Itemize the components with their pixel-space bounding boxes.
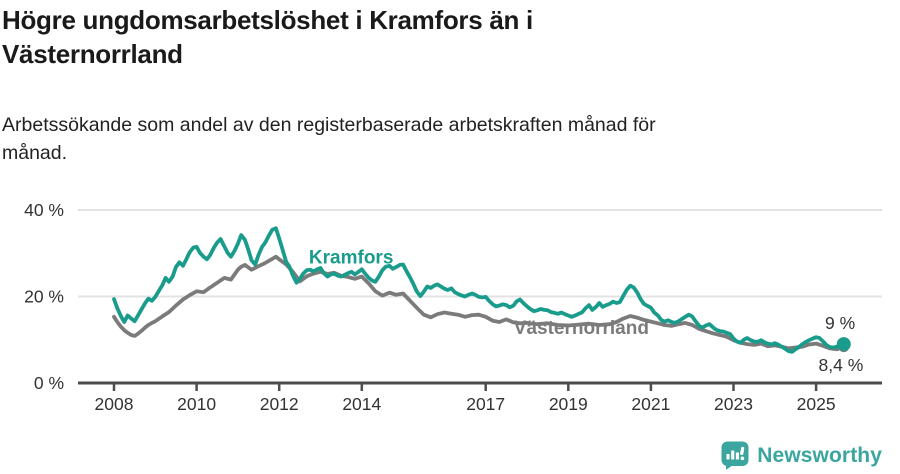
x-tick-label: 2025: [797, 394, 836, 414]
brand-name: Newsworthy: [757, 443, 882, 467]
newsworthy-logo-icon: [721, 441, 749, 470]
kramfors-end-value-label: 9 %: [825, 313, 855, 333]
x-tick-label: 2014: [342, 394, 381, 414]
y-tick-label: 0 %: [34, 373, 64, 393]
x-tick-label: 2012: [260, 394, 299, 414]
x-tick-label: 2017: [466, 394, 505, 414]
y-tick-label: 40 %: [24, 200, 64, 220]
x-tick-label: 2023: [714, 394, 753, 414]
x-tick-label: 2021: [631, 394, 670, 414]
kramfors-line: [112, 226, 846, 354]
västernorrland-series-label: Västernorrland: [514, 318, 649, 339]
x-tick-label: 2010: [177, 394, 216, 414]
chart-subtitle: Arbetssökande som andel av den registerb…: [2, 114, 656, 164]
kramfors-end-dot: [836, 337, 851, 352]
x-tick-label: 2008: [95, 394, 134, 414]
kramfors-series-label: Kramfors: [309, 248, 393, 269]
brand-footer: Newsworthy: [721, 441, 882, 470]
chart-title: Högre ungdomsarbetslöshet i Kramfors än …: [2, 5, 533, 69]
x-tick-label: 2019: [549, 394, 588, 414]
västernorrland-line: [112, 254, 846, 352]
västernorrland-end-value-label: 8,4 %: [819, 355, 864, 375]
y-tick-label: 20 %: [24, 287, 64, 307]
